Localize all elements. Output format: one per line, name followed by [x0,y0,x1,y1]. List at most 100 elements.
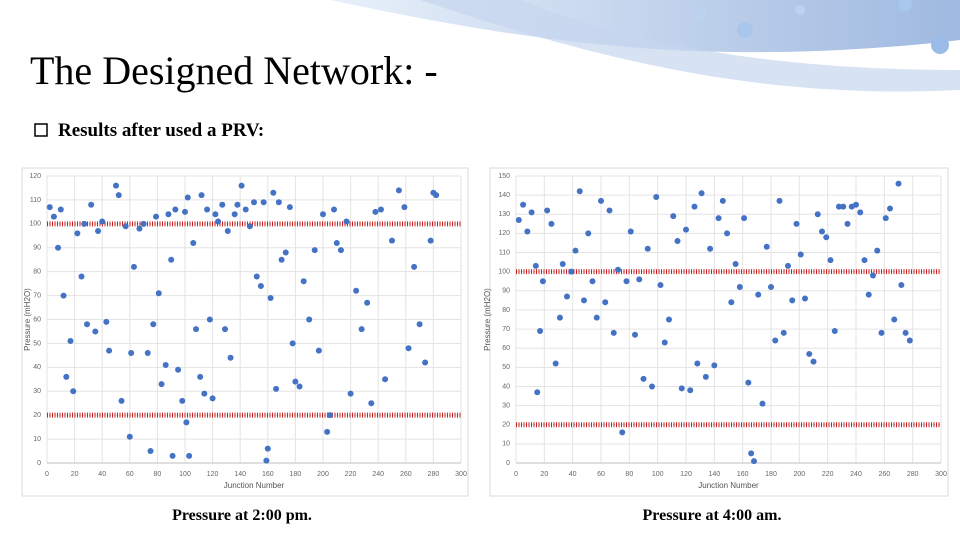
y-tick-label: 80 [502,307,510,314]
data-point [224,228,231,235]
data-point [780,329,787,336]
data-point [831,327,838,334]
x-tick-label: 220 [822,471,834,478]
data-point [748,450,755,457]
data-point [683,226,689,233]
x-tick-label: 160 [737,471,749,478]
data-point [653,194,660,201]
data-point [520,201,527,208]
data-point [92,328,99,335]
x-tick-label: 60 [126,471,134,478]
y-tick-label: 60 [33,316,41,323]
chart-frame [21,167,469,497]
slide-subtitle: Results after used a PRV: [58,120,264,141]
x-tick-label: 140 [708,471,720,478]
data-point [674,238,681,245]
data-point [136,225,143,232]
data-point [209,395,216,402]
x-tick-label: 100 [179,471,191,478]
data-point [333,239,340,246]
data-point [755,291,762,298]
data-point [165,211,172,218]
data-point [113,182,119,189]
data-point [537,327,544,334]
x-tick-label: 80 [625,471,633,478]
data-point [103,318,110,325]
data-point [610,329,617,336]
x-tick-label: 240 [372,471,384,478]
data-point [395,187,402,194]
y-tick-label: 80 [33,269,41,276]
data-point [736,283,743,290]
data-point [732,261,739,268]
data-point [201,390,208,397]
data-point [282,249,289,256]
data-point [416,321,423,328]
droplet [898,0,912,12]
x-tick-label: 260 [400,471,412,478]
data-point [906,337,913,344]
data-point [267,294,274,301]
data-point [206,316,213,323]
x-tick-label: 40 [98,471,106,478]
data-point [343,218,350,225]
data-point [544,207,551,214]
x-axis-label: Junction Number [698,481,759,490]
data-point [524,228,531,235]
data-point [827,257,834,264]
data-point [219,201,226,208]
data-point [60,292,67,299]
data-point [70,388,77,395]
x-tick-label: 140 [234,471,246,478]
data-point [785,262,791,269]
data-point [793,220,800,227]
data-point [320,211,326,218]
data-point [122,223,129,230]
data-point [763,243,770,250]
data-point [882,215,889,222]
y-tick-label: 40 [33,364,41,371]
data-point [687,387,694,394]
data-point [702,373,709,380]
data-point [67,338,74,345]
data-point [246,223,253,230]
data-point [802,295,808,302]
data-point [874,247,881,254]
x-tick-label: 200 [793,471,805,478]
data-point [640,375,647,382]
chart-frame [489,167,949,497]
data-point [691,203,698,210]
data-point [556,314,563,321]
data-point [657,282,664,289]
x-tick-label: 180 [765,471,777,478]
data-point [711,362,718,369]
data-point [853,201,859,208]
chart-caption: Pressure at 2:00 pm. [172,507,312,524]
data-point [155,290,162,297]
data-point [619,429,626,436]
data-point [81,220,88,227]
data-point [585,230,592,237]
header-wave [420,0,960,92]
data-point [63,373,70,380]
data-point [115,192,122,199]
y-tick-label: 120 [498,230,510,237]
data-point [694,360,701,367]
data-point [242,206,249,213]
data-point [212,211,219,218]
data-point [627,228,634,235]
data-point [576,188,583,195]
x-tick-label: 300 [455,471,467,478]
data-point [433,192,440,199]
data-point [719,197,726,204]
data-point [337,247,344,254]
data-point [118,397,125,404]
y-tick-label: 50 [502,364,510,371]
data-point [234,201,241,208]
y-tick-label: 100 [498,269,510,276]
y-tick-label: 30 [33,388,41,395]
data-point [768,283,774,290]
data-point [88,201,95,208]
data-point [559,261,566,268]
y-tick-label: 110 [499,249,510,256]
